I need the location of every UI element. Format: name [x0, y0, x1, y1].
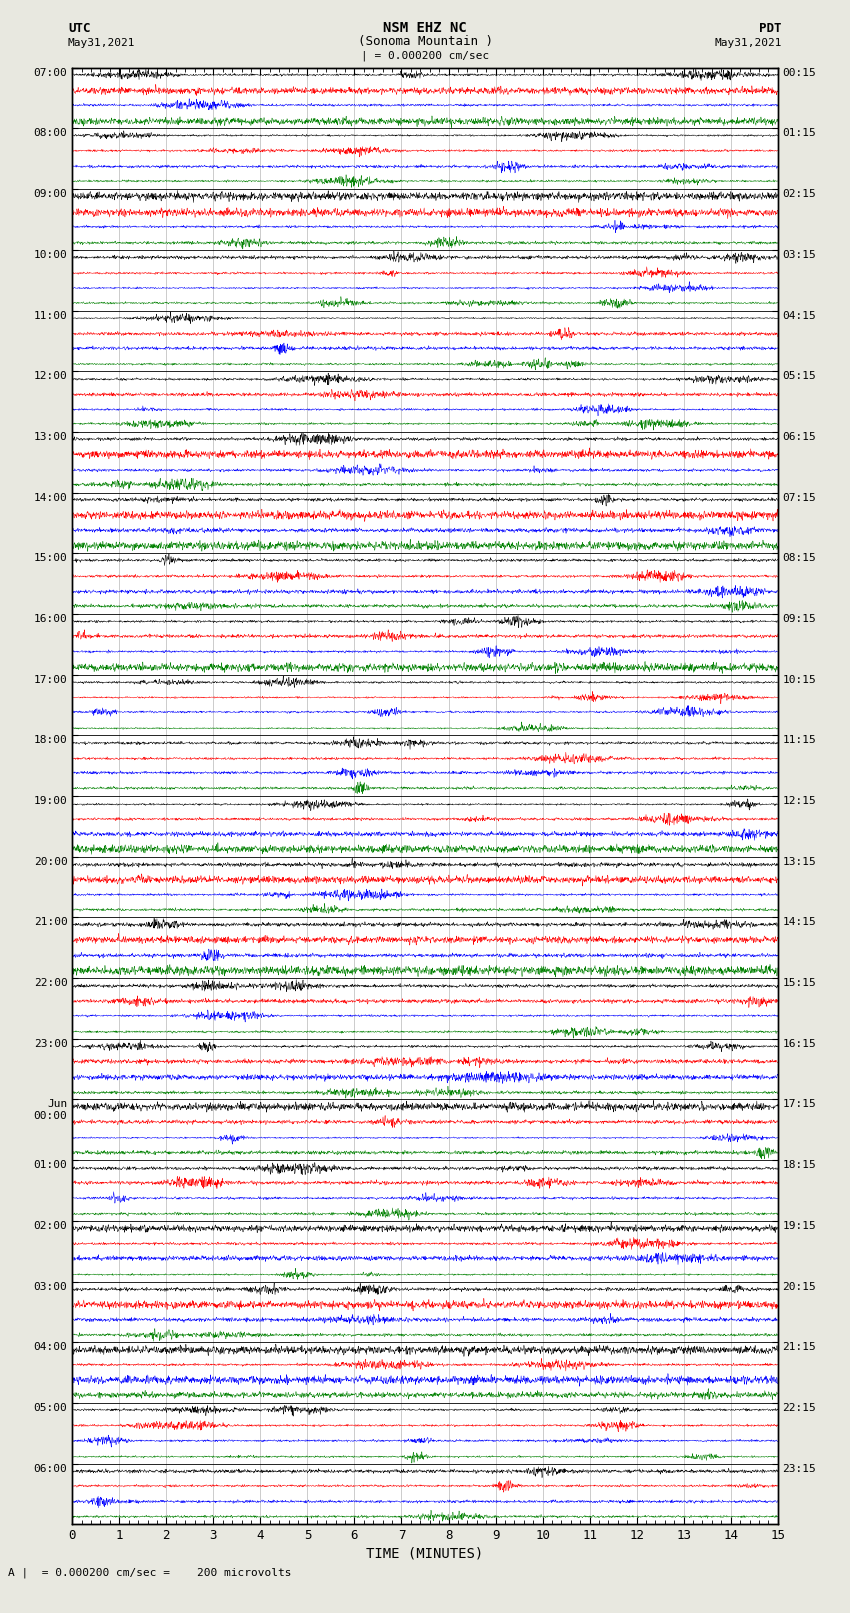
Text: UTC: UTC	[68, 23, 90, 35]
Text: NSM EHZ NC: NSM EHZ NC	[383, 21, 467, 35]
Text: A |  = 0.000200 cm/sec =    200 microvolts: A | = 0.000200 cm/sec = 200 microvolts	[8, 1568, 292, 1578]
X-axis label: TIME (MINUTES): TIME (MINUTES)	[366, 1547, 484, 1560]
Text: May31,2021: May31,2021	[715, 39, 782, 48]
Text: | = 0.000200 cm/sec: | = 0.000200 cm/sec	[361, 50, 489, 61]
Text: PDT: PDT	[760, 23, 782, 35]
Text: (Sonoma Mountain ): (Sonoma Mountain )	[358, 35, 492, 48]
Text: May31,2021: May31,2021	[68, 39, 135, 48]
